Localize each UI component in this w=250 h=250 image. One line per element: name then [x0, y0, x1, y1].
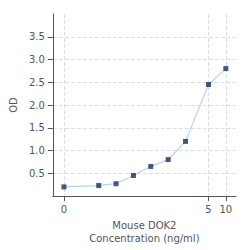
svg-text:10: 10 — [219, 204, 232, 215]
svg-text:3.5: 3.5 — [29, 31, 45, 42]
svg-text:2.0: 2.0 — [29, 100, 45, 111]
svg-text:Mouse DOK2: Mouse DOK2 — [112, 220, 176, 231]
svg-text:1.5: 1.5 — [29, 122, 45, 133]
svg-text:0.5: 0.5 — [29, 168, 45, 179]
svg-text:5: 5 — [205, 204, 211, 215]
svg-text:OD: OD — [8, 97, 19, 113]
svg-text:Concentration (ng/ml): Concentration (ng/ml) — [89, 233, 199, 244]
svg-text:1.0: 1.0 — [29, 145, 45, 156]
svg-text:3.0: 3.0 — [29, 54, 45, 65]
svg-text:0: 0 — [61, 204, 67, 215]
svg-text:2.5: 2.5 — [29, 77, 45, 88]
